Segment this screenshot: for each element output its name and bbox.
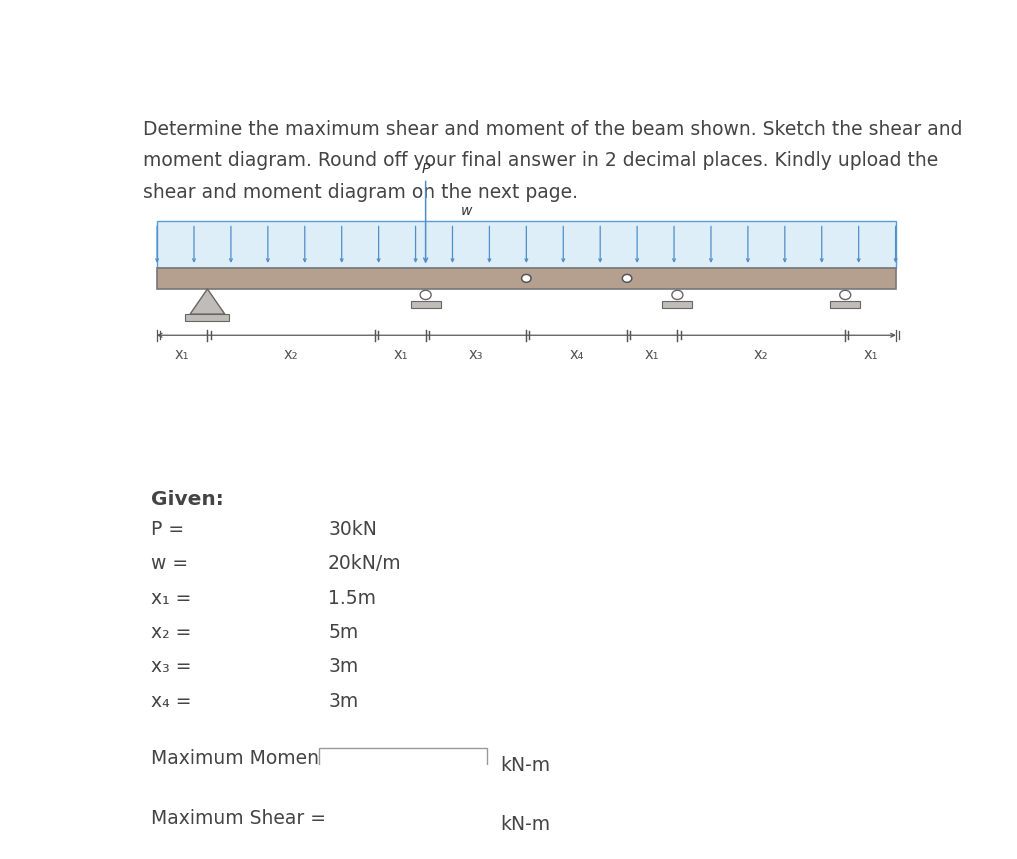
- Text: 3m: 3m: [328, 691, 358, 710]
- Bar: [662, 301, 693, 308]
- Text: w =: w =: [151, 554, 188, 573]
- FancyBboxPatch shape: [318, 748, 487, 783]
- Text: x₃ =: x₃ =: [151, 657, 191, 676]
- Text: 30kN: 30kN: [328, 520, 377, 539]
- Text: x₂: x₂: [754, 347, 769, 362]
- Text: x₄ =: x₄ =: [151, 691, 191, 710]
- FancyBboxPatch shape: [318, 807, 487, 842]
- Text: x₁: x₁: [645, 347, 659, 362]
- Circle shape: [420, 290, 431, 300]
- Bar: [185, 314, 230, 321]
- Circle shape: [840, 290, 851, 300]
- Bar: [157, 268, 896, 289]
- Text: x₁ =: x₁ =: [151, 588, 191, 607]
- Circle shape: [672, 290, 682, 300]
- Polygon shape: [190, 289, 225, 314]
- Circle shape: [522, 274, 531, 283]
- Text: Determine the maximum shear and moment of the beam shown. Sketch the shear and
m: Determine the maximum shear and moment o…: [142, 119, 962, 202]
- Text: kN-m: kN-m: [500, 815, 550, 834]
- Text: P: P: [421, 162, 430, 176]
- Text: x₄: x₄: [570, 347, 584, 362]
- Bar: [157, 222, 896, 268]
- Text: Maximum Moment =: Maximum Moment =: [151, 749, 348, 768]
- Text: P =: P =: [151, 520, 184, 539]
- Text: 5m: 5m: [328, 623, 358, 642]
- Text: x₃: x₃: [469, 347, 483, 362]
- Text: x₂ =: x₂ =: [151, 623, 191, 642]
- Text: x₁: x₁: [394, 347, 408, 362]
- Text: kN-m: kN-m: [500, 756, 550, 775]
- Text: x₁: x₁: [175, 347, 189, 362]
- Text: 3m: 3m: [328, 657, 358, 676]
- Bar: [411, 301, 440, 308]
- Text: 20kN/m: 20kN/m: [328, 554, 402, 573]
- Text: Maximum Shear =: Maximum Shear =: [151, 809, 325, 828]
- Circle shape: [622, 274, 632, 283]
- Bar: [830, 301, 860, 308]
- Text: 1.5m: 1.5m: [328, 588, 376, 607]
- Text: w: w: [461, 204, 473, 218]
- Text: x₂: x₂: [284, 347, 299, 362]
- Text: x₁: x₁: [863, 347, 878, 362]
- Text: Given:: Given:: [151, 490, 224, 509]
